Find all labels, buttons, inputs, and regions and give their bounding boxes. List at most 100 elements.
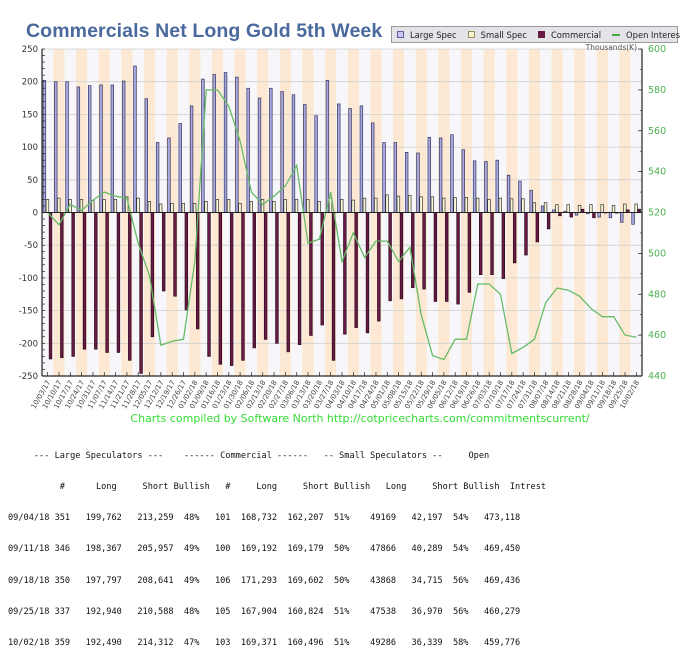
small-spec-bar	[351, 199, 355, 213]
chart-title: Commercials Net Long Gold 5th Week	[26, 20, 383, 42]
legend-label: Large Spec	[410, 29, 457, 40]
commercial-bar	[263, 212, 268, 340]
small-spec-bar	[577, 204, 582, 213]
commercial-bar	[207, 212, 211, 357]
y-tick-label: 150	[22, 110, 38, 120]
large-spec-bar	[393, 142, 398, 213]
table-row: 09/25/18 337 192,940 210,588 48% 105 167…	[8, 606, 521, 617]
y2-tick-label: 500	[648, 248, 666, 259]
y-tick-label: -50	[24, 241, 38, 251]
large-spec-bar	[404, 151, 409, 213]
small-spec-bar	[226, 199, 231, 213]
large-spec-bar	[291, 94, 296, 213]
commercial-bar	[535, 212, 539, 243]
large-spec-bar	[76, 86, 81, 213]
commercial-bar	[48, 212, 53, 360]
y2-tick-label: 580	[648, 85, 666, 96]
large-spec-bar	[416, 152, 420, 213]
large-spec-bar	[121, 80, 126, 213]
y-tick-label: -150	[19, 307, 38, 317]
table-column-header: # Long Short Bullish # Long Short Bullis…	[8, 482, 547, 493]
small-spec-bar	[340, 199, 344, 213]
commercial-bar	[309, 212, 313, 336]
large-spec-bar	[144, 98, 148, 213]
large-spec-bar	[303, 104, 307, 213]
small-spec-bar	[192, 202, 197, 213]
commercial-bar	[456, 212, 460, 305]
commercial-bar	[173, 212, 177, 297]
large-spec-swatch-icon	[397, 31, 404, 38]
large-spec-bar	[189, 105, 194, 213]
small-spec-bar	[600, 204, 604, 213]
commercial-bar	[105, 212, 109, 353]
large-spec-bar	[223, 72, 228, 213]
large-spec-bar	[257, 97, 262, 213]
large-spec-bar	[427, 136, 431, 213]
commercial-bar	[128, 212, 132, 361]
legend-item-open-interest: Open Interest	[612, 30, 680, 40]
commercial-bar	[569, 212, 573, 218]
y2-tick-label: 600	[648, 44, 666, 55]
small-spec-bar	[566, 204, 570, 213]
commercial-bar	[479, 212, 483, 275]
credit-link[interactable]: Charts compiled by Software North http:/…	[130, 412, 590, 425]
large-spec-bar	[280, 91, 284, 213]
small-spec-bar	[113, 199, 118, 213]
commercial-bar	[592, 212, 596, 219]
large-spec-bar	[212, 74, 216, 213]
large-spec-bar	[438, 137, 443, 213]
large-spec-bar	[484, 161, 488, 213]
large-spec-bar	[178, 123, 182, 213]
y-tick-label: -200	[19, 339, 38, 349]
large-spec-bar	[235, 76, 239, 213]
legend-label: Open Interest	[626, 29, 680, 40]
y-tick-label: 250	[22, 45, 38, 55]
y2-tick-label: 480	[648, 289, 666, 300]
legend-item-small-spec: Small Spec	[467, 29, 527, 40]
large-spec-bar	[495, 159, 499, 213]
large-spec-bar	[461, 149, 465, 213]
small-spec-bar	[419, 196, 423, 213]
small-spec-bar	[555, 204, 559, 213]
bars	[42, 65, 641, 374]
chart-legend: Large Spec Small Spec Commercial Open In…	[391, 26, 680, 43]
small-spec-bar	[374, 197, 378, 213]
commercial-bar	[139, 212, 143, 374]
small-spec-bar	[464, 197, 469, 213]
commercial-bar	[184, 212, 189, 311]
small-spec-bar	[634, 203, 638, 213]
table-row: 10/02/18 359 192,490 214,312 47% 103 169…	[8, 638, 521, 649]
small-spec-bar	[170, 202, 174, 213]
large-spec-bar	[608, 212, 613, 219]
small-spec-bar	[317, 201, 321, 213]
commercial-bar	[116, 212, 121, 353]
large-spec-bar	[540, 205, 545, 213]
commercial-bar	[229, 212, 234, 366]
large-spec-bar	[371, 122, 375, 213]
commercial-bar	[354, 212, 358, 328]
commercial-bar	[546, 212, 551, 230]
large-spec-bar	[65, 81, 69, 213]
small-spec-bar	[442, 197, 446, 213]
small-spec-bar	[543, 202, 548, 213]
table-row: 09/11/18 346 198,367 205,957 49% 100 169…	[8, 544, 521, 555]
large-spec-bar	[155, 142, 160, 213]
small-spec-bar	[181, 202, 185, 213]
large-spec-bar	[382, 142, 386, 213]
commercial-swatch-icon	[537, 31, 545, 38]
y-tick-label: 200	[22, 78, 38, 88]
small-spec-bar	[475, 197, 480, 213]
large-spec-bar	[167, 137, 171, 213]
table-row: 09/04/18 351 199,762 213,259 48% 101 168…	[8, 513, 521, 524]
legend-label: Small Spec	[480, 29, 527, 40]
large-spec-bar	[246, 87, 250, 213]
small-spec-bar	[215, 199, 219, 213]
commercial-bar	[377, 212, 381, 322]
cot-data-table: --- Large Speculators --- ------ Commerc…	[8, 430, 546, 659]
large-spec-bar	[597, 212, 601, 218]
commercial-bar	[162, 212, 166, 292]
large-spec-bar	[359, 105, 364, 213]
small-spec-swatch-icon	[467, 31, 475, 38]
small-spec-bar	[623, 203, 627, 213]
y-tick-label: -250	[19, 372, 38, 382]
